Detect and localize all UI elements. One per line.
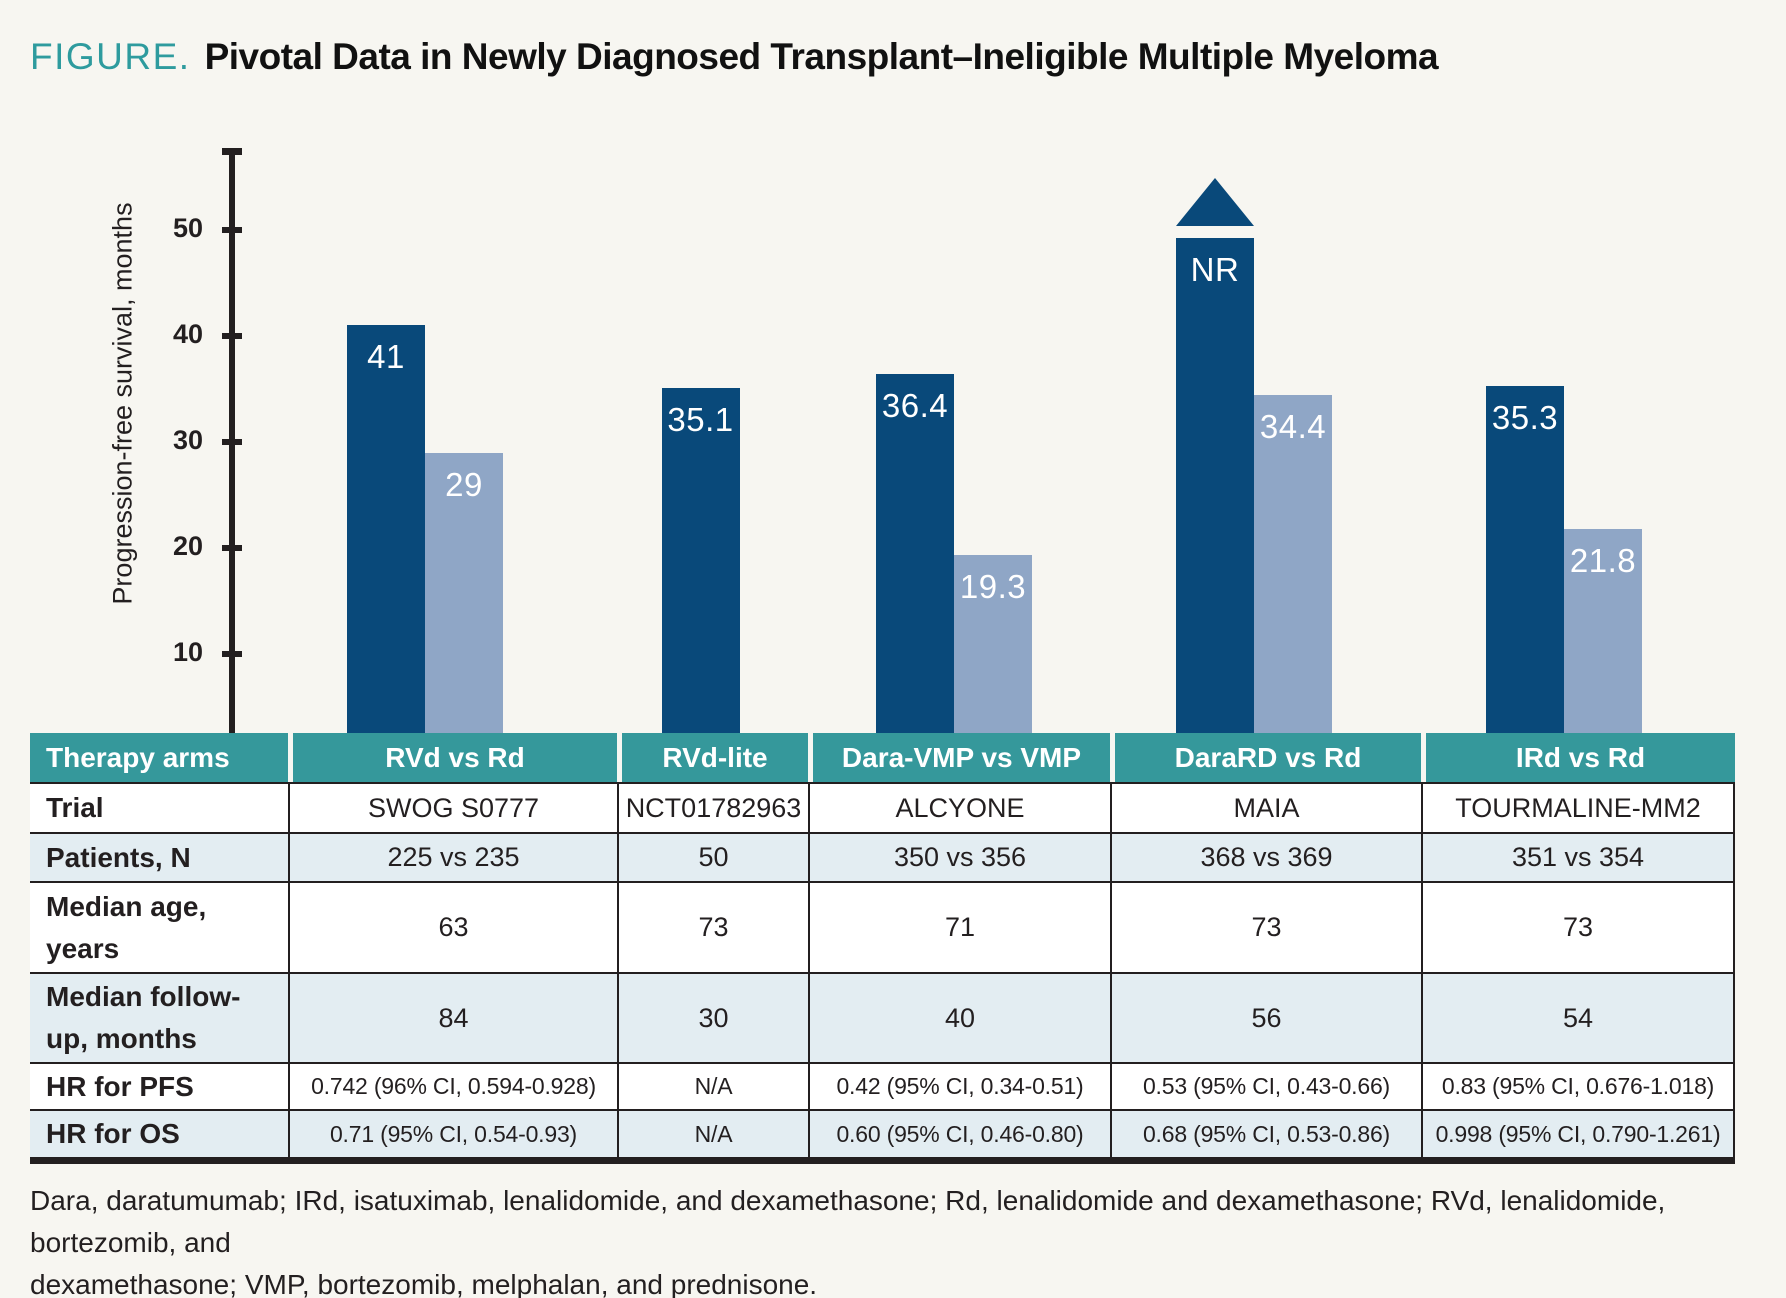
y-axis-top-cap bbox=[222, 148, 242, 155]
row-label-cell: Median age, years bbox=[30, 881, 288, 972]
data-cell: TOURMALINE-MM2 bbox=[1421, 782, 1735, 832]
row-label-cell: Median follow-up, months bbox=[30, 972, 288, 1062]
data-cell: 0.83 (95% CI, 0.676-1.018) bbox=[1421, 1062, 1735, 1109]
data-cell: MAIA bbox=[1110, 782, 1421, 832]
experimental-bar-5: 35.3 bbox=[1486, 385, 1564, 733]
data-cell: 0.998 (95% CI, 0.790-1.261) bbox=[1421, 1109, 1735, 1157]
footnote-line: Dara, daratumumab; IRd, isatuximab, lena… bbox=[30, 1185, 1666, 1258]
experimental-bar-1: 41 bbox=[347, 325, 425, 733]
row-label-cell: Patients, N bbox=[30, 832, 288, 881]
table-bottom-border bbox=[30, 1157, 1735, 1164]
data-cell: 56 bbox=[1110, 972, 1421, 1062]
data-cell: 0.68 (95% CI, 0.53-0.86) bbox=[1110, 1109, 1421, 1157]
y-tick-label: 20 bbox=[172, 531, 203, 561]
experimental-bar-4: NR bbox=[1176, 238, 1254, 733]
bar-value-label: 35.1 bbox=[667, 400, 734, 438]
data-cell: 0.60 (95% CI, 0.46-0.80) bbox=[808, 1109, 1110, 1157]
figure-title-text: Pivotal Data in Newly Diagnosed Transpla… bbox=[204, 36, 1439, 77]
row-label-cell: Trial bbox=[30, 782, 288, 832]
data-cell: 30 bbox=[617, 972, 808, 1062]
nr-arrow-icon bbox=[1176, 178, 1254, 227]
figure-kicker: FIGURE. bbox=[30, 36, 191, 77]
footnote-line: dexamethasone; VMP, bortezomib, melphala… bbox=[30, 1269, 818, 1298]
data-cell: 73 bbox=[1110, 881, 1421, 972]
experimental-bar-3: 36.4 bbox=[876, 374, 954, 733]
header-cell-arm: IRd vs Rd bbox=[1421, 733, 1735, 782]
y-tick-label: 50 bbox=[172, 213, 203, 243]
figure-title: FIGURE. Pivotal Data in Newly Diagnosed T… bbox=[30, 36, 1760, 79]
header-cell-arm: RVd-lite bbox=[617, 733, 808, 782]
y-tick-mark bbox=[222, 227, 242, 233]
data-cell: 54 bbox=[1421, 972, 1735, 1062]
data-cell: 40 bbox=[808, 972, 1110, 1062]
header-cell-arm: DaraRD vs Rd bbox=[1110, 733, 1421, 782]
y-tick-mark bbox=[222, 333, 242, 339]
data-cell: 351 vs 354 bbox=[1421, 832, 1735, 881]
comparator-bar-3: 19.3 bbox=[954, 555, 1032, 733]
comparator-bar-5: 21.8 bbox=[1564, 528, 1642, 733]
y-tick-label: 40 bbox=[172, 319, 203, 349]
bar-value-label: 21.8 bbox=[1569, 541, 1637, 579]
y-tick-mark bbox=[222, 651, 242, 657]
bar-value-label: 35.3 bbox=[1491, 398, 1559, 436]
data-cell: 350 vs 356 bbox=[808, 832, 1110, 881]
trial-data-table: Therapy arms RVd vs Rd RVd-lite Dara-VMP vs… bbox=[30, 733, 1735, 1157]
data-cell: NCT01782963 bbox=[617, 782, 808, 832]
data-cell: 368 vs 369 bbox=[1110, 832, 1421, 881]
comparator-bar-1: 29 bbox=[425, 452, 503, 733]
bar-value-label: 34.4 bbox=[1259, 408, 1327, 446]
abbreviations-footnote: Dara, daratumumab; IRd, isatuximab, lena… bbox=[30, 1180, 1770, 1298]
data-cell: 0.42 (95% CI, 0.34-0.51) bbox=[808, 1062, 1110, 1109]
bar-value-label: 36.4 bbox=[881, 387, 949, 425]
data-cell: N/A bbox=[617, 1062, 808, 1109]
header-cell-arm: RVd vs Rd bbox=[288, 733, 617, 782]
data-cell: 225 vs 235 bbox=[288, 832, 617, 881]
data-cell: 71 bbox=[808, 881, 1110, 972]
y-tick-label: 30 bbox=[172, 425, 203, 455]
data-cell: 73 bbox=[1421, 881, 1735, 972]
bar-value-label: NR bbox=[1190, 251, 1240, 289]
data-cell: 84 bbox=[288, 972, 617, 1062]
comparator-bar-4: 34.4 bbox=[1254, 395, 1332, 733]
header-cell-arm: Dara-VMP vs VMP bbox=[808, 733, 1110, 782]
bar-value-label: 19.3 bbox=[959, 568, 1027, 606]
header-cell-therapy-arms: Therapy arms bbox=[30, 733, 288, 782]
y-tick-mark bbox=[222, 439, 242, 445]
data-cell: 63 bbox=[288, 881, 617, 972]
row-label-cell: HR for OS bbox=[30, 1109, 288, 1157]
bar-value-label: 41 bbox=[367, 338, 405, 376]
row-label-cell: HR for PFS bbox=[30, 1062, 288, 1109]
data-cell: 0.71 (95% CI, 0.54-0.93) bbox=[288, 1109, 617, 1157]
experimental-bar-2: 35.1 bbox=[661, 387, 740, 733]
data-cell: ALCYONE bbox=[808, 782, 1110, 832]
y-tick-label: 10 bbox=[172, 637, 203, 667]
data-cell: 0.742 (96% CI, 0.594-0.928) bbox=[288, 1062, 617, 1109]
data-cell: SWOG S0777 bbox=[288, 782, 617, 832]
data-cell: N/A bbox=[617, 1109, 808, 1157]
data-cell: 73 bbox=[617, 881, 808, 972]
pfs-bar-chart: Progression-free survival, months 10 20 30… bbox=[108, 148, 1642, 733]
bar-value-label: 29 bbox=[445, 465, 483, 503]
data-cell: 50 bbox=[617, 832, 808, 881]
data-cell: 0.53 (95% CI, 0.43-0.66) bbox=[1110, 1062, 1421, 1109]
y-tick-mark bbox=[222, 545, 242, 551]
